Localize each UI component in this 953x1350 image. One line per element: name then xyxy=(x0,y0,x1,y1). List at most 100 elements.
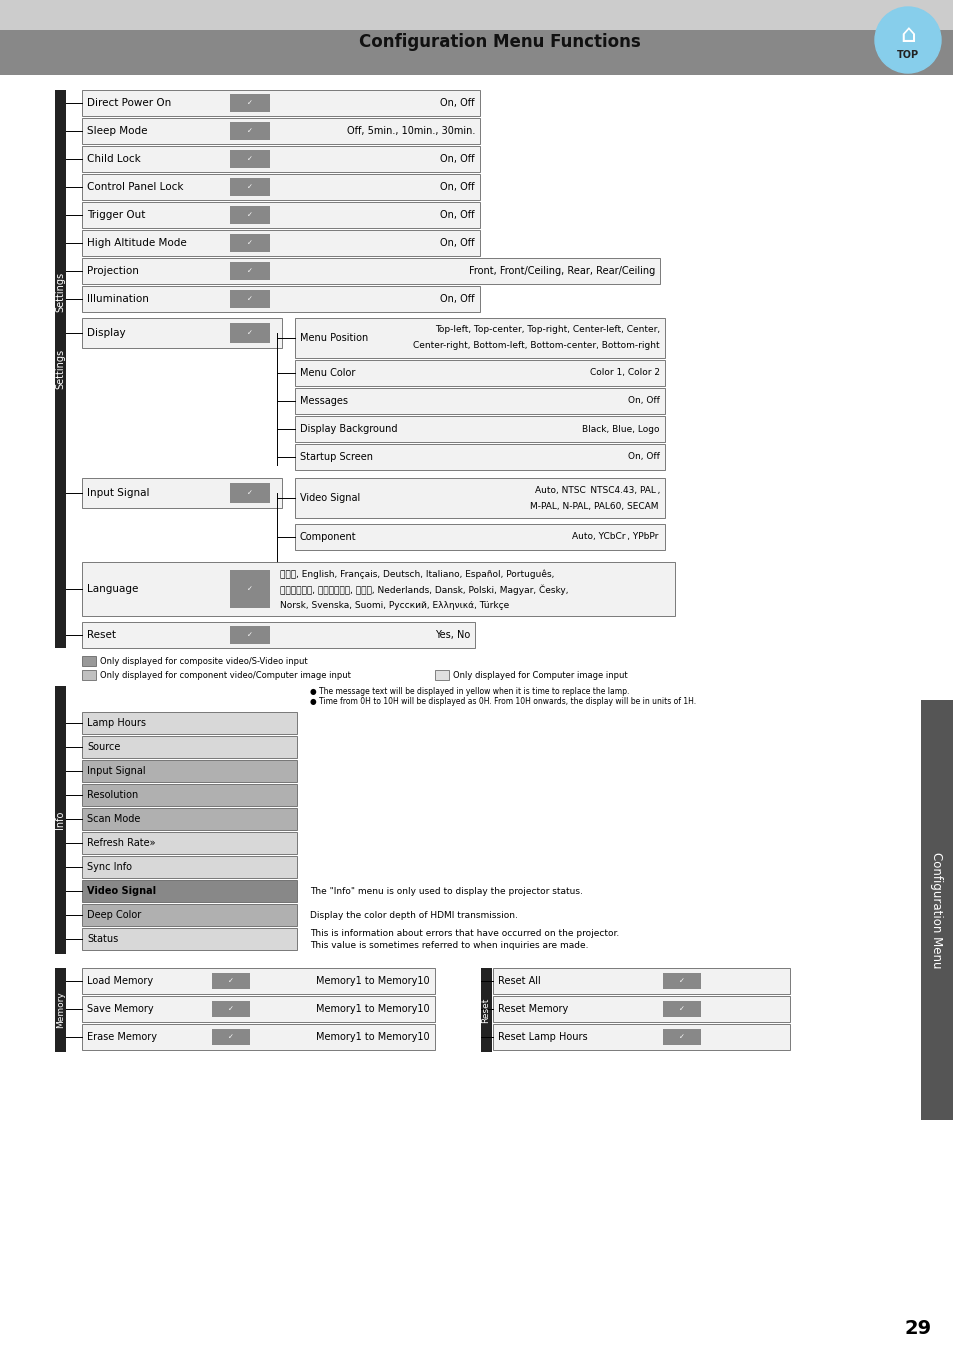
Bar xyxy=(82,856,296,878)
Bar xyxy=(82,286,479,312)
Bar xyxy=(55,90,66,648)
Bar xyxy=(82,711,296,734)
Text: Memory1 to Memory10: Memory1 to Memory10 xyxy=(316,976,430,986)
Text: Front, Front/Ceiling, Rear, Rear/Ceiling: Front, Front/Ceiling, Rear, Rear/Ceiling xyxy=(468,266,655,275)
Bar xyxy=(662,1029,700,1045)
Text: Auto, NTSC  NTSC4.43, PAL ,: Auto, NTSC NTSC4.43, PAL , xyxy=(534,486,659,494)
Bar xyxy=(55,686,66,954)
Text: ✓: ✓ xyxy=(247,100,253,107)
Text: On, Off: On, Off xyxy=(440,154,475,163)
Bar xyxy=(662,973,700,990)
Text: On, Off: On, Off xyxy=(440,99,475,108)
Bar xyxy=(82,832,296,855)
Bar xyxy=(230,150,270,167)
Text: 29: 29 xyxy=(904,1319,931,1338)
Bar xyxy=(230,178,270,196)
Text: Reset: Reset xyxy=(87,630,116,640)
Bar xyxy=(82,656,96,666)
Bar xyxy=(82,968,435,994)
Bar xyxy=(294,416,664,441)
Bar xyxy=(82,904,296,926)
Text: Scan Mode: Scan Mode xyxy=(87,814,140,824)
Text: Only displayed for component video/Computer image input: Only displayed for component video/Compu… xyxy=(100,671,351,679)
Text: Reset Memory: Reset Memory xyxy=(497,1004,568,1014)
Bar xyxy=(493,996,789,1022)
Text: Settings: Settings xyxy=(55,348,66,389)
Bar xyxy=(230,290,270,308)
Text: Input Signal: Input Signal xyxy=(87,765,146,776)
Text: Configuration Menu Functions: Configuration Menu Functions xyxy=(358,32,640,51)
Text: Center-right, Bottom-left, Bottom-center, Bottom-right: Center-right, Bottom-left, Bottom-center… xyxy=(413,342,659,351)
Text: ✓: ✓ xyxy=(247,632,253,639)
Text: Memory: Memory xyxy=(56,992,65,1029)
Bar xyxy=(435,670,449,680)
Bar xyxy=(55,90,66,494)
Text: ✓: ✓ xyxy=(247,212,253,217)
Text: Resolution: Resolution xyxy=(87,790,138,801)
Text: Reset All: Reset All xyxy=(497,976,540,986)
Bar xyxy=(294,387,664,414)
Text: Direct Power On: Direct Power On xyxy=(87,99,172,108)
Bar xyxy=(230,262,270,279)
Bar xyxy=(55,968,66,1052)
Bar xyxy=(230,122,270,140)
Bar xyxy=(82,117,479,144)
Text: On, Off: On, Off xyxy=(440,294,475,304)
Bar xyxy=(82,622,475,648)
Bar xyxy=(82,230,479,256)
Bar xyxy=(0,0,953,30)
Text: ✓: ✓ xyxy=(247,490,253,495)
Bar xyxy=(82,319,282,348)
Bar xyxy=(82,736,296,757)
Text: ✓: ✓ xyxy=(247,184,253,190)
Text: Norsk, Svenska, Suomi, Русский, Ελληνικά, Türkçe: Norsk, Svenska, Suomi, Русский, Ελληνικά… xyxy=(280,602,509,610)
Bar xyxy=(82,562,675,616)
Text: Only displayed for composite video/S-Video input: Only displayed for composite video/S-Vid… xyxy=(100,656,307,666)
Text: This is information about errors that have occurred on the projector.: This is information about errors that ha… xyxy=(310,929,618,937)
Text: ✓: ✓ xyxy=(679,1006,684,1012)
Bar xyxy=(294,524,664,549)
Bar xyxy=(294,478,664,518)
Bar xyxy=(480,968,492,1052)
Text: Top-left, Top-center, Top-right, Center-left, Center,: Top-left, Top-center, Top-right, Center-… xyxy=(435,325,659,335)
Text: ✓: ✓ xyxy=(247,329,253,336)
Text: ● The message text will be displayed in yellow when it is time to replace the la: ● The message text will be displayed in … xyxy=(310,687,629,695)
Text: Source: Source xyxy=(87,743,120,752)
Bar xyxy=(230,570,270,608)
Bar xyxy=(82,880,296,902)
Text: Reset: Reset xyxy=(481,998,490,1023)
Text: ✓: ✓ xyxy=(247,296,253,302)
Text: ✓: ✓ xyxy=(679,977,684,984)
Text: ✓: ✓ xyxy=(247,269,253,274)
Text: ✓: ✓ xyxy=(228,1034,233,1040)
Text: Messages: Messages xyxy=(299,396,348,406)
Text: Video Signal: Video Signal xyxy=(299,493,360,504)
Bar xyxy=(82,809,296,830)
Text: Menu Color: Menu Color xyxy=(299,369,355,378)
Circle shape xyxy=(874,7,940,73)
Bar xyxy=(230,626,270,644)
Bar xyxy=(230,234,270,252)
Bar xyxy=(294,319,664,358)
Text: Lamp Hours: Lamp Hours xyxy=(87,718,146,728)
Bar xyxy=(294,360,664,386)
Text: Trigger Out: Trigger Out xyxy=(87,211,145,220)
Text: Projection: Projection xyxy=(87,266,139,275)
Text: High Altitude Mode: High Altitude Mode xyxy=(87,238,187,248)
Text: Configuration Menu: Configuration Menu xyxy=(929,852,943,968)
Text: Control Panel Lock: Control Panel Lock xyxy=(87,182,183,192)
Text: Display: Display xyxy=(87,328,126,338)
Bar xyxy=(82,258,659,284)
Bar xyxy=(82,784,296,806)
Text: Sync Info: Sync Info xyxy=(87,863,132,872)
Text: ✓: ✓ xyxy=(679,1034,684,1040)
Bar xyxy=(82,927,296,950)
Text: ● Time from 0H to 10H will be displayed as 0H. From 10H onwards, the display wil: ● Time from 0H to 10H will be displayed … xyxy=(310,698,696,706)
Text: TOP: TOP xyxy=(896,50,918,59)
Text: Language: Language xyxy=(87,585,138,594)
Bar xyxy=(662,1000,700,1017)
Text: ✓: ✓ xyxy=(247,157,253,162)
Bar xyxy=(82,760,296,782)
Text: On, Off: On, Off xyxy=(440,238,475,248)
Text: Color 1, Color 2: Color 1, Color 2 xyxy=(589,369,659,378)
